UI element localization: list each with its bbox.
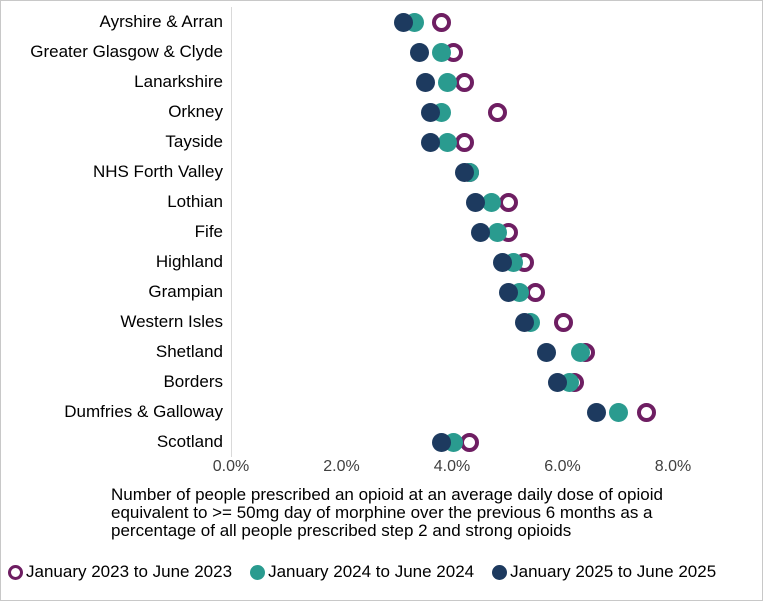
category-label: Ayrshire & Arran: [99, 12, 223, 31]
category-label: Lothian: [167, 192, 223, 211]
data-point-series-1: [454, 132, 474, 152]
data-point-series-3: [587, 402, 607, 422]
category-label: Grampian: [148, 282, 223, 301]
category-label: Western Isles: [120, 312, 223, 331]
legend-item: January 2024 to June 2024: [250, 562, 474, 582]
data-point-series-3: [415, 72, 435, 92]
data-point-series-3: [493, 252, 513, 272]
category-label: Tayside: [165, 132, 223, 151]
data-point-series-1: [526, 282, 546, 302]
data-point-series-3: [465, 192, 485, 212]
category-label: NHS Forth Valley: [92, 162, 223, 181]
category-label: Lanarkshire: [134, 72, 223, 91]
data-point-series-2: [432, 42, 452, 62]
x-tick-label: 0.0%: [212, 458, 250, 475]
legend-marker-icon: [250, 564, 266, 580]
data-point-series-3: [498, 282, 518, 302]
x-tick-label: 4.0%: [433, 458, 471, 475]
legend-item: January 2023 to June 2023: [8, 562, 232, 582]
data-point-series-1: [487, 102, 507, 122]
data-point-series-2: [570, 342, 590, 362]
data-point-series-3: [454, 162, 474, 182]
data-point-series-3: [432, 432, 452, 452]
data-point-series-3: [421, 132, 441, 152]
data-point-series-1: [432, 12, 452, 32]
category-label: Highland: [155, 252, 223, 271]
data-point-series-3: [421, 102, 441, 122]
legend-item: January 2025 to June 2025: [492, 562, 716, 582]
x-tick-label: 6.0%: [544, 458, 581, 475]
legend-label: January 2025 to June 2025: [510, 562, 717, 581]
legend-label: January 2023 to June 2023: [26, 562, 233, 581]
legend-marker-icon: [492, 564, 508, 580]
data-point-series-2: [437, 132, 457, 152]
data-point-series-1: [636, 402, 656, 422]
data-point-series-3: [410, 42, 430, 62]
legend-label: January 2024 to June 2024: [268, 562, 475, 581]
category-label: Borders: [163, 372, 223, 391]
legend: January 2023 to June 2023 January 2024 to…: [8, 562, 716, 582]
data-point-series-3: [548, 372, 568, 392]
data-point-series-3: [393, 12, 413, 32]
data-point-series-2: [437, 72, 457, 92]
plot-area: [231, 7, 674, 457]
data-point-series-1: [460, 432, 480, 452]
data-point-series-3: [471, 222, 491, 242]
data-point-series-3: [515, 312, 535, 332]
category-label: Fife: [194, 222, 223, 241]
x-tick-label: 8.0%: [654, 458, 692, 475]
category-label: Scotland: [156, 432, 223, 451]
x-tick-label: 2.0%: [323, 458, 360, 475]
legend-marker-icon: [8, 564, 23, 580]
data-point-series-1: [454, 72, 474, 92]
data-point-series-2: [482, 192, 502, 212]
data-point-series-3: [537, 342, 557, 362]
data-point-series-1: [498, 192, 518, 212]
data-point-series-2: [487, 222, 507, 242]
category-label: Greater Glasgow & Clyde: [30, 42, 223, 61]
category-label: Orkney: [168, 102, 223, 121]
axis-caption: Number of people prescribed an opioid at…: [111, 485, 663, 540]
data-point-series-2: [609, 402, 629, 422]
data-point-series-1: [554, 312, 573, 332]
category-label: Shetland: [155, 342, 223, 361]
category-label: Dumfries & Galloway: [64, 402, 223, 421]
